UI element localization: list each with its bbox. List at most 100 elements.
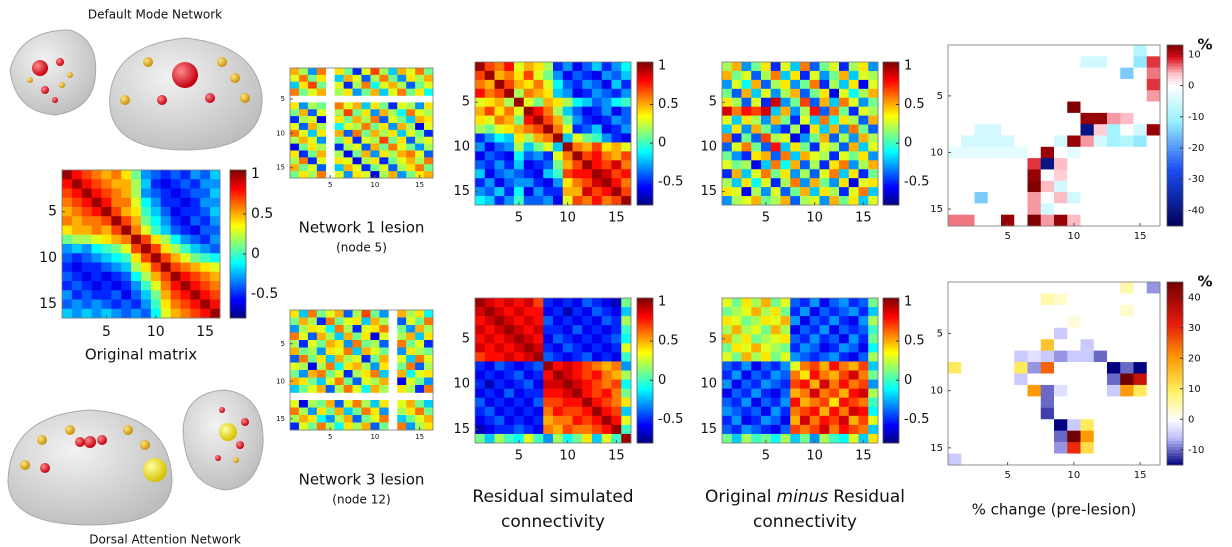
heatmap-cell [961, 396, 975, 408]
heatmap-cell [771, 407, 781, 416]
heatmap-cell [582, 125, 592, 134]
x-tick-label: 5 [1004, 470, 1010, 481]
heatmap-cell [406, 144, 415, 151]
heatmap-cell [820, 160, 830, 169]
heatmap-cell [1054, 396, 1068, 408]
heatmap-cell [362, 355, 371, 363]
heatmap-cell [495, 316, 505, 325]
heatmap-cell [573, 160, 583, 169]
heatmap-cell [290, 116, 299, 123]
heatmap-cell [790, 125, 800, 134]
heatmap-cell [475, 178, 485, 187]
heatmap-cell [1094, 293, 1108, 305]
heatmap-cell [742, 325, 752, 334]
heatmap-cell [839, 425, 849, 434]
heatmap-cell [1054, 158, 1068, 170]
heatmap-cell [495, 380, 505, 389]
heatmap-cell [353, 102, 362, 109]
heatmap-cell [1014, 385, 1028, 397]
heatmap-cell [92, 179, 102, 189]
heatmap-cell [829, 98, 839, 107]
heatmap-cell [290, 348, 299, 356]
heatmap-cell [335, 123, 344, 130]
heatmap-cell [200, 300, 210, 310]
heatmap-cell [790, 98, 800, 107]
heatmap-cell [742, 116, 752, 125]
x-tick-label: 10 [559, 211, 576, 226]
heatmap-cell [612, 398, 622, 407]
heatmap-cell [1067, 136, 1081, 148]
heatmap-cell [72, 198, 82, 208]
heatmap-cell [121, 290, 131, 300]
heatmap-cell [732, 398, 742, 407]
heatmap-cell [317, 415, 326, 423]
colorbar-segment [883, 385, 899, 388]
heatmap-cell [362, 164, 371, 171]
heatmap-cell [353, 408, 362, 416]
colorbar-segment [1167, 102, 1183, 105]
colorbar-segment [637, 421, 653, 424]
heatmap-cell [308, 109, 317, 116]
heatmap-cell [1120, 79, 1134, 91]
heatmap-cell [1081, 442, 1095, 454]
heatmap-cell [612, 125, 622, 134]
heatmap-cell [370, 370, 379, 378]
colorbar-segment [230, 259, 246, 262]
heatmap-cell [1001, 293, 1015, 305]
heatmap-cell [485, 196, 495, 205]
heatmap-cell [1094, 192, 1108, 204]
heatmap-cell [761, 160, 771, 169]
heatmap-cell [1094, 396, 1108, 408]
heatmap-cell [131, 235, 141, 245]
heatmap-cell [524, 434, 534, 443]
heatmap-cell [612, 134, 622, 143]
heatmap-cell [388, 116, 397, 123]
heatmap-cell [1107, 136, 1121, 148]
colorbar-segment [230, 256, 246, 259]
colorbar-segment [1167, 358, 1183, 361]
heatmap-cell [722, 407, 732, 416]
heatmap-cell [353, 415, 362, 423]
heatmap-cell [543, 151, 553, 160]
heatmap-cell [534, 398, 544, 407]
heatmap-cell [299, 325, 308, 333]
heatmap-cell [820, 116, 830, 125]
heatmap-cell [1014, 282, 1028, 294]
heatmap-cell [961, 282, 975, 294]
heatmap-cell [1028, 385, 1042, 397]
heatmap-cell [722, 62, 732, 71]
heatmap-cell [829, 187, 839, 196]
heatmap-cell [317, 116, 326, 123]
heatmap-cell [299, 151, 308, 158]
heatmap-cell [62, 244, 72, 254]
heatmap-cell [370, 109, 379, 116]
heatmap-cell [820, 89, 830, 98]
heatmap-cell [1147, 431, 1161, 443]
heatmap-cell [800, 71, 810, 80]
heatmap-cell [1041, 408, 1055, 420]
heatmap-cell [475, 116, 485, 125]
heatmap: 510155101510.50-0.5 [700, 58, 929, 225]
colorbar-segment [637, 433, 653, 436]
heatmap-cell [111, 235, 121, 245]
colorbar-segment [1167, 202, 1183, 205]
colorbar-segment [637, 188, 653, 191]
heatmap-cell [534, 298, 544, 307]
heatmap: 5101551015Network 3 lesion(node 12) [276, 310, 433, 507]
heatmap-cell [839, 307, 849, 316]
heatmap-cell [317, 340, 326, 348]
heatmap-cell [1067, 79, 1081, 91]
heatmap-cell [761, 107, 771, 116]
heatmap-cell [722, 361, 732, 370]
heatmap-cell [781, 389, 791, 398]
heatmap-cell [988, 215, 1002, 227]
heatmap-cell [1001, 113, 1015, 125]
colorbar-tick-label: 1 [904, 58, 912, 73]
heatmap-cell [1134, 316, 1148, 328]
heatmap-cell [524, 134, 534, 143]
heatmap-cell [362, 378, 371, 386]
heatmap-cell [553, 80, 563, 89]
colorbar-segment [883, 346, 899, 349]
colorbar-segment [883, 373, 899, 376]
heatmap-cell [534, 407, 544, 416]
